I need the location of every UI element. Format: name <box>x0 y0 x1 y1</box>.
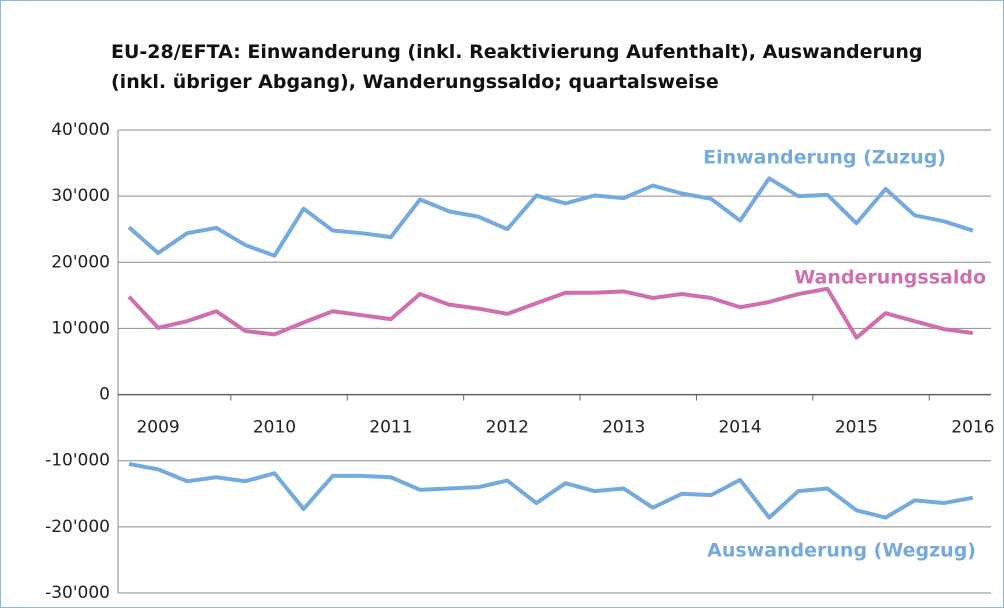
series-label: Wanderungssaldo <box>794 267 986 289</box>
y-tick-label: -20'000 <box>45 517 110 537</box>
y-tick-label: 10'000 <box>51 318 110 338</box>
y-tick-label: 30'000 <box>51 186 110 206</box>
series-line <box>127 176 974 258</box>
series-line <box>127 286 974 340</box>
series-line <box>128 462 974 520</box>
x-tick-label: 2012 <box>486 418 529 438</box>
x-tick-label: 2014 <box>718 418 761 438</box>
series-label: Auswanderung (Wegzug) <box>707 540 976 562</box>
y-tick-label: 20'000 <box>51 252 110 272</box>
series-label: Einwanderung (Zuzug) <box>703 147 946 169</box>
y-tick-label: 40'000 <box>51 120 110 140</box>
x-tick-label: 2009 <box>136 418 179 438</box>
y-tick-label: -30'000 <box>45 583 110 603</box>
x-tick-label: 2010 <box>253 418 296 438</box>
x-tick-label: 2015 <box>835 418 878 438</box>
y-tick-label: -10'000 <box>45 451 110 471</box>
x-tick-label: 2013 <box>602 418 645 438</box>
x-tick-label: 2016 <box>951 418 994 438</box>
x-tick-label: 2011 <box>369 418 412 438</box>
y-tick-label: 0 <box>99 385 110 405</box>
chart-title: EU-28/EFTA: Einwanderung (inkl. Reaktivi… <box>111 41 923 93</box>
